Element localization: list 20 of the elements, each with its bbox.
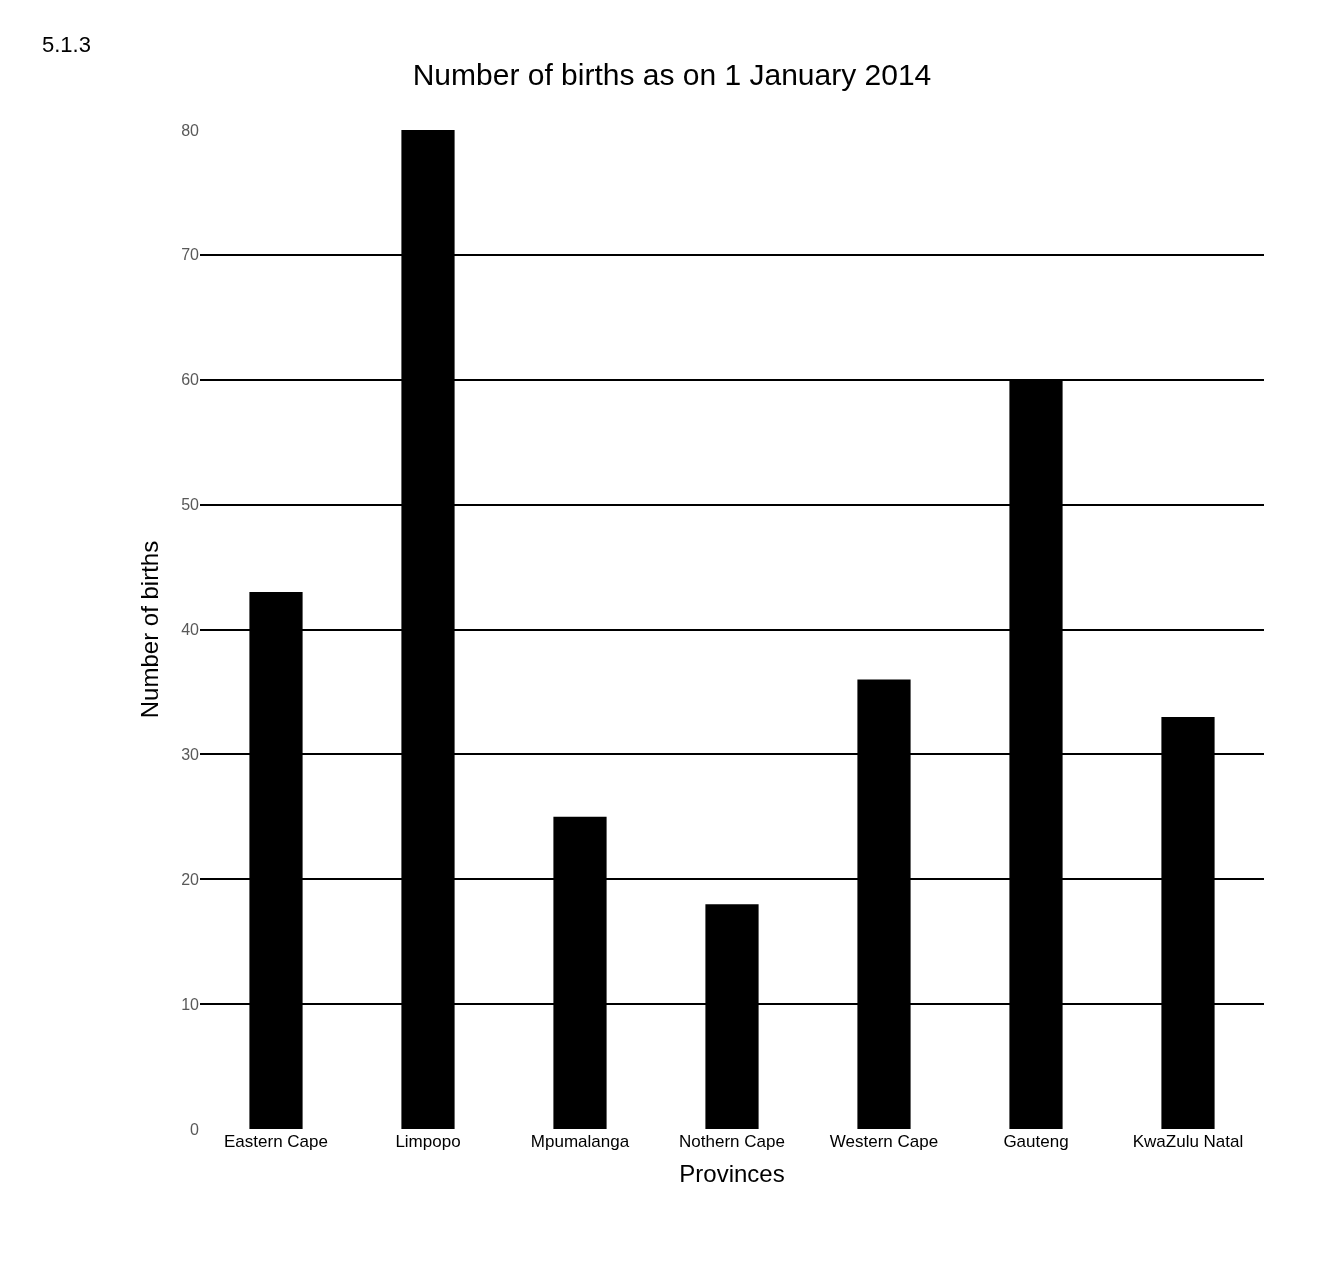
text: 5.1.3: [42, 32, 91, 57]
y-tick-label: 80: [181, 121, 200, 139]
y-tick-label: 0: [190, 1120, 200, 1138]
y-axis-title: Number of births: [136, 540, 164, 719]
y-tick-label: 40: [181, 621, 200, 639]
x-tick-label: Mpumalanga: [530, 1132, 630, 1151]
y-tick-label: 60: [181, 371, 200, 389]
x-tick-label: Eastern Cape: [224, 1132, 328, 1151]
x-tick-label: KwaZulu Natal: [1132, 1132, 1244, 1151]
x-tick-label: Nothern Cape: [679, 1132, 785, 1151]
x-tick-label: Gauteng: [1003, 1132, 1069, 1151]
y-tick-label: 10: [181, 995, 200, 1013]
x-tick-label: Limpopo: [395, 1132, 461, 1151]
x-axis-title: Provinces: [679, 1160, 785, 1188]
y-tick-label: 70: [181, 246, 200, 264]
y-tick-label: 20: [181, 870, 200, 888]
chart-title: Number of births as on 1 January 2014: [412, 57, 932, 91]
y-tick-label: 50: [181, 496, 200, 514]
y-tick-label: 30: [181, 745, 200, 763]
x-tick-label: Western Cape: [829, 1132, 939, 1151]
